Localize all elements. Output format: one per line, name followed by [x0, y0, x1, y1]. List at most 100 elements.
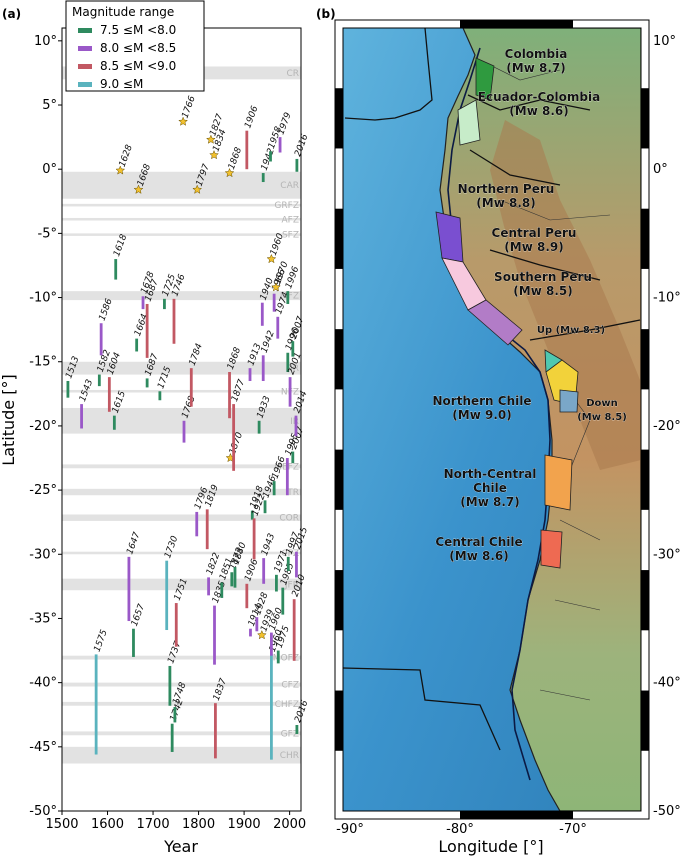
zone-label: MFZ	[280, 292, 299, 302]
event-bar	[272, 293, 276, 312]
y-tick-label: -10°	[29, 291, 57, 306]
event-year-label: 1628	[118, 143, 135, 168]
zone-label: CAR	[280, 181, 299, 191]
zone-label: JFR	[284, 580, 299, 590]
zone-label: IR	[290, 417, 299, 427]
event-bar	[291, 341, 295, 357]
event-bar	[127, 556, 131, 622]
map-lat-label: -10°	[653, 291, 681, 306]
event-bar	[269, 151, 272, 162]
event-year-label: 1868	[227, 146, 244, 171]
frame-segment	[641, 449, 649, 510]
segment-label-line: (Mw 8.9)	[504, 240, 563, 254]
event-bar	[252, 518, 256, 560]
frame-segment	[335, 329, 343, 390]
frame-outline	[334, 19, 650, 820]
y-tick-label: 0°	[42, 162, 57, 177]
event-star	[178, 116, 189, 126]
segment-label-line: (Mw 8.8)	[476, 196, 535, 210]
map-longitude-ticks: -90° -80° -70°	[336, 822, 587, 837]
y-tick-label: -25°	[29, 483, 57, 498]
event-year-label: 2007	[289, 315, 306, 340]
fracture-zones: CRCARGRFZAFZSFZMFZNRNFZIRMEFZTRCORCFZJFR…	[62, 66, 301, 764]
event-year-label: 1586	[98, 297, 115, 322]
map-x-axis-label: Longitude [°]	[438, 837, 543, 856]
event-year-label: 1837	[212, 677, 229, 702]
event-bar	[288, 377, 292, 407]
event-year-label: 1766	[181, 95, 198, 120]
event-bar	[245, 130, 249, 170]
event-year-label: 2010	[291, 573, 308, 598]
event-bar	[270, 632, 273, 656]
segment-label: Central Chile (Mw 8.6)	[435, 535, 522, 563]
thin-borders	[479, 59, 611, 701]
event-bar	[207, 577, 210, 596]
frame-segment	[641, 329, 649, 390]
segment-label-line: Northern Chile	[433, 394, 532, 408]
event-bar	[141, 296, 145, 310]
segment-label: Colombia (Mw 8.7)	[505, 47, 568, 75]
event-bar	[114, 259, 118, 280]
legend-swatch	[78, 64, 92, 69]
frame-segment	[641, 208, 649, 269]
map-lon-label: -70°	[559, 822, 587, 837]
frame-segment	[641, 88, 649, 149]
event-bar	[172, 298, 176, 344]
event-bar	[94, 654, 98, 755]
event-star	[224, 167, 235, 178]
event-bar	[281, 587, 285, 615]
event-bar	[173, 707, 177, 723]
segment-label-line: Southern Peru	[494, 270, 592, 284]
event-bar	[189, 368, 193, 407]
event-year-label: 1657	[130, 603, 147, 628]
map-lat-label: -30°	[653, 547, 681, 562]
x-tick-label: 1800	[182, 817, 215, 832]
event-star	[205, 134, 216, 144]
frame-segment	[460, 20, 573, 28]
rupture-segment	[457, 99, 481, 146]
rupture-segments	[435, 57, 579, 569]
land-mass	[439, 28, 641, 811]
event-year-label: 2016	[293, 133, 310, 158]
zone-band	[62, 217, 301, 221]
legend-swatch	[78, 82, 92, 87]
segment-label-line: Up (Mw 8.3)	[537, 325, 605, 336]
zone-label: SFZ	[282, 231, 299, 241]
event-star	[133, 184, 144, 194]
event-bar	[292, 599, 296, 661]
zone-label: COR	[279, 514, 299, 524]
frame-segment	[460, 811, 573, 819]
zone-label: CFZ	[281, 681, 299, 691]
event-bar	[230, 572, 234, 587]
zone-label: CHFZ	[275, 700, 299, 710]
event-bar	[132, 628, 135, 657]
event-bar	[263, 500, 267, 514]
segment-label: Ecuador-Colombia (Mw 8.6)	[478, 90, 600, 118]
event-bar	[285, 458, 289, 496]
rupture-segment	[544, 454, 573, 511]
event-bar	[205, 509, 209, 550]
y-tick-label: 5°	[42, 98, 57, 113]
event-bar	[214, 703, 217, 759]
plate-boundary-west	[343, 667, 501, 751]
zone-band	[62, 233, 301, 236]
event-bar	[213, 605, 216, 665]
event-year-label: 1618	[112, 233, 129, 258]
zone-band	[62, 655, 301, 660]
segment-label: Up (Mw 8.3)	[537, 325, 605, 336]
y-tick-label: -40°	[29, 676, 57, 691]
frame-segment	[335, 690, 343, 751]
y-tick-label: -5°	[38, 226, 57, 241]
segment-label-line: (Mw 9.0)	[452, 408, 511, 422]
rupture-segment	[475, 57, 495, 101]
legend-swatch	[78, 46, 92, 51]
event-bar	[99, 323, 103, 356]
event-year-label: 1906	[243, 105, 260, 130]
x-tick-label: 1600	[91, 817, 124, 832]
zone-band	[62, 464, 301, 469]
event-bar	[80, 404, 83, 429]
segment-label-line: (Mw 8.6)	[449, 549, 508, 563]
segment-label: Down (Mw 8.5)	[577, 398, 627, 423]
segment-label: North-Central Chile (Mw 8.7)	[444, 467, 537, 509]
event-bar	[145, 303, 149, 358]
